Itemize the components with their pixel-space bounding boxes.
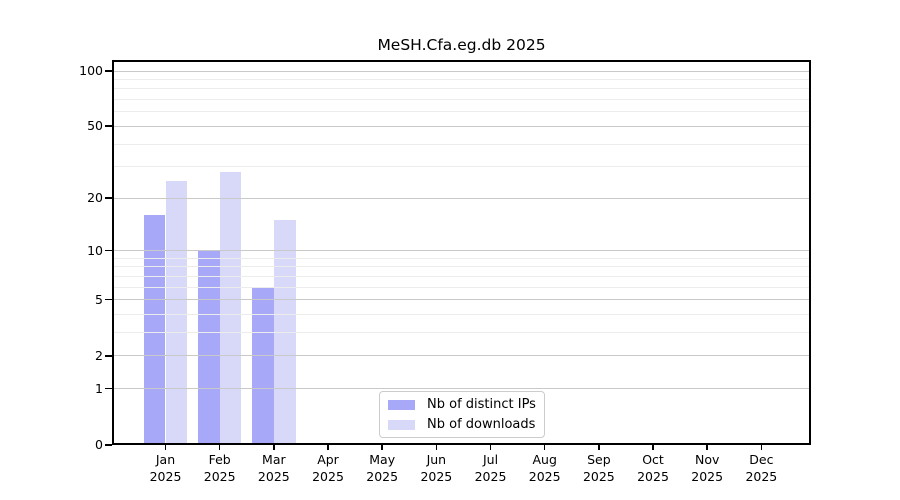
x-tick-label: May 2025 xyxy=(352,451,412,485)
y-tick-mark xyxy=(105,354,112,357)
x-tick-mark xyxy=(543,445,546,450)
y-tick-label: 2 xyxy=(95,347,103,363)
gridline-minor xyxy=(112,143,811,145)
x-tick-year: 2025 xyxy=(637,469,669,484)
x-tick-year: 2025 xyxy=(257,469,290,484)
x-tick-month: Oct xyxy=(642,452,664,467)
bar-downloads xyxy=(165,180,188,445)
gridline-major xyxy=(112,299,811,301)
gridline-major xyxy=(112,125,811,127)
x-tick-year: 2025 xyxy=(149,469,182,484)
gridline-major xyxy=(112,388,811,390)
x-tick-month: Aug xyxy=(532,452,557,467)
x-tick-label: Jan 2025 xyxy=(136,451,196,485)
x-tick-month: Nov xyxy=(694,452,720,467)
x-tick-month: Dec xyxy=(749,452,774,467)
gridline-major xyxy=(112,250,811,252)
y-tick-mark xyxy=(105,197,112,199)
gridline-minor xyxy=(112,314,811,316)
x-tick-mark xyxy=(489,445,492,450)
x-tick-mark xyxy=(381,445,383,450)
x-tick-label: Sep 2025 xyxy=(569,451,629,485)
gridline-minor xyxy=(112,275,811,277)
x-tick-label: Dec 2025 xyxy=(731,451,791,485)
x-tick-mark xyxy=(652,445,654,450)
legend-swatch-distinct-ips xyxy=(388,399,415,410)
y-tick-label: 10 xyxy=(87,242,103,258)
plot-area xyxy=(112,60,811,445)
x-tick-month: Sep xyxy=(587,452,611,467)
bar-distinct-ips xyxy=(252,287,274,445)
gridline-minor xyxy=(112,266,811,268)
x-tick-year: 2025 xyxy=(366,469,399,484)
y-tick-mark xyxy=(105,444,112,446)
legend-label-distinct-ips: Nb of distinct IPs xyxy=(427,397,536,412)
x-tick-month: Jan xyxy=(155,452,176,467)
x-tick-month: May xyxy=(369,452,396,467)
x-tick-year: 2025 xyxy=(203,469,236,484)
gridline-minor xyxy=(112,166,811,168)
y-tick-label: 5 xyxy=(95,291,103,307)
y-tick-label: 1 xyxy=(95,380,103,396)
legend: Nb of distinct IPs Nb of downloads xyxy=(379,391,545,438)
x-tick-month: Feb xyxy=(208,452,231,467)
gridline-minor xyxy=(112,111,811,113)
x-tick-mark xyxy=(706,445,708,450)
x-tick-label: Mar 2025 xyxy=(244,451,304,485)
x-tick-year: 2025 xyxy=(745,469,778,484)
x-tick-mark xyxy=(164,445,167,450)
x-tick-mark xyxy=(218,445,221,450)
y-tick-label: 100 xyxy=(79,63,103,78)
gridline-minor xyxy=(112,99,811,101)
x-tick-month: Jun xyxy=(426,452,447,467)
y-tick-mark xyxy=(105,387,112,390)
legend-item-distinct-ips: Nb of distinct IPs xyxy=(388,396,536,413)
x-tick-label: Feb 2025 xyxy=(190,451,250,485)
gridline-major xyxy=(112,70,811,72)
x-tick-year: 2025 xyxy=(420,469,453,484)
gridline-minor xyxy=(112,78,811,80)
x-tick-month: Apr xyxy=(317,452,339,467)
gridline-major xyxy=(112,355,811,357)
bar-distinct-ips xyxy=(143,215,166,445)
x-tick-mark xyxy=(598,445,600,450)
y-tick-mark xyxy=(105,70,112,72)
x-tick-month: Jul xyxy=(482,452,499,467)
gridline-minor xyxy=(112,332,811,334)
x-tick-label: Nov 2025 xyxy=(677,451,737,485)
y-tick-mark xyxy=(105,249,112,252)
x-tick-mark xyxy=(760,445,763,450)
x-tick-label: Jul 2025 xyxy=(461,451,521,485)
x-tick-month: Mar xyxy=(262,452,286,467)
x-tick-year: 2025 xyxy=(582,469,615,484)
x-tick-year: 2025 xyxy=(474,469,507,484)
x-tick-year: 2025 xyxy=(312,469,344,484)
y-tick-mark xyxy=(105,298,112,301)
x-tick-mark xyxy=(273,445,275,450)
gridline-minor xyxy=(112,88,811,90)
x-tick-label: Jun 2025 xyxy=(406,451,466,485)
gridline-minor xyxy=(112,257,811,259)
gridline-minor xyxy=(112,286,811,288)
chart-title: MeSH.Cfa.eg.db 2025 xyxy=(377,36,546,54)
bar-distinct-ips xyxy=(197,250,220,445)
x-tick-mark xyxy=(435,445,438,450)
legend-item-downloads: Nb of downloads xyxy=(388,416,536,433)
y-tick-label: 20 xyxy=(87,190,103,206)
x-tick-label: Apr 2025 xyxy=(298,451,358,485)
y-tick-label: 50 xyxy=(87,118,103,134)
y-tick-label: 0 xyxy=(95,437,103,452)
legend-label-downloads: Nb of downloads xyxy=(427,417,536,432)
bar-downloads xyxy=(219,172,242,445)
x-tick-label: Aug 2025 xyxy=(515,451,575,485)
gridline-major xyxy=(112,197,811,199)
legend-swatch-downloads xyxy=(388,419,415,430)
x-tick-label: Oct 2025 xyxy=(623,451,683,485)
x-tick-year: 2025 xyxy=(691,469,724,484)
x-tick-mark xyxy=(327,445,329,450)
x-tick-year: 2025 xyxy=(528,469,561,484)
y-tick-mark xyxy=(105,125,112,127)
